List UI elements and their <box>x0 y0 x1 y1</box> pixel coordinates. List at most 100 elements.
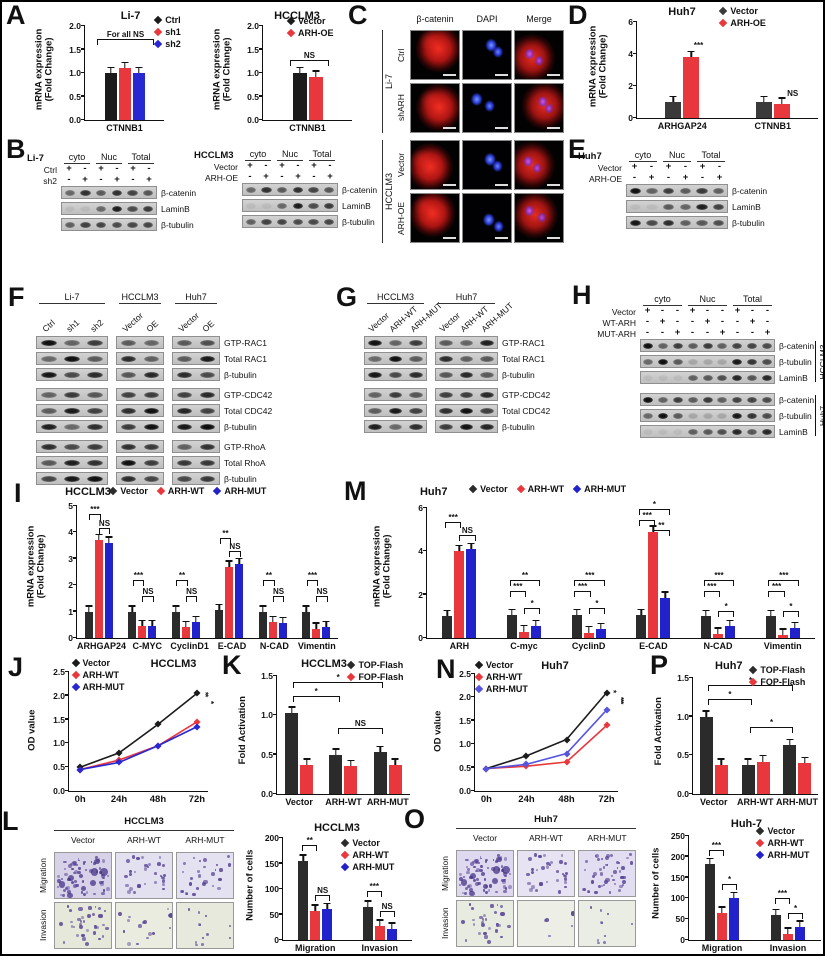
stained-cell <box>473 865 476 869</box>
chart-title: Huh7 <box>419 486 448 498</box>
stained-cell <box>464 858 468 862</box>
stained-cell <box>504 857 508 861</box>
band <box>120 475 137 482</box>
scale-bar <box>495 127 508 129</box>
stained-cell <box>529 888 533 892</box>
bar <box>362 906 373 940</box>
y-tick <box>279 938 283 940</box>
band <box>87 391 104 398</box>
sig-label: NS <box>186 586 198 596</box>
band-row: GTP-RAC1 <box>364 336 550 350</box>
sig-bracket: * <box>749 718 794 733</box>
x-category-label: Vimentin <box>763 641 802 651</box>
stained-cell <box>488 927 492 931</box>
stained-cell <box>140 855 144 859</box>
band <box>143 355 160 362</box>
stained-cell <box>545 880 548 884</box>
y-axis-label: Fold Activation <box>652 696 664 766</box>
scale-bar <box>443 237 456 239</box>
y-tick <box>73 504 77 506</box>
stained-cell <box>483 914 486 917</box>
scale-bar <box>443 184 456 186</box>
band <box>746 428 757 435</box>
band <box>245 186 257 193</box>
stained-cell <box>100 882 104 886</box>
bar <box>636 615 647 638</box>
legend: Vector ARH-WT ARH-MUT <box>109 486 266 496</box>
band <box>64 221 76 228</box>
panel-label-k: K <box>222 650 242 680</box>
band <box>717 358 728 365</box>
stained-cell <box>126 941 131 946</box>
stained-cell <box>527 857 532 862</box>
bar <box>128 611 137 638</box>
stained-cell <box>490 904 494 908</box>
band <box>142 205 154 212</box>
band <box>459 355 474 362</box>
transwell-hcclm3: HCCLM3 Vector ARH-WT ARH-MUT Migration Invasi… <box>20 816 236 954</box>
band-row: β-tubulin <box>36 420 272 434</box>
stained-cell <box>507 885 512 890</box>
y-tick <box>689 715 693 717</box>
sig-label: * <box>336 672 340 682</box>
stained-cell <box>583 888 587 891</box>
band-box <box>626 200 728 214</box>
band <box>127 189 138 196</box>
transwell-column-label: ARH-WT <box>127 835 161 845</box>
legend: Vector ARH-WT ARH-MUT <box>468 484 626 495</box>
bar <box>771 915 781 940</box>
band-row: β-tubulin <box>590 409 814 423</box>
bar <box>531 626 541 638</box>
y-tick-label: 2.0 <box>53 690 65 701</box>
y-tick <box>81 24 85 26</box>
stained-cell <box>479 856 482 859</box>
band <box>702 358 713 365</box>
x-category-label: CTNNB1 <box>289 123 326 133</box>
stained-cell <box>199 859 202 862</box>
stained-cell <box>459 877 464 882</box>
y-tick <box>423 506 427 508</box>
stained-cell <box>86 929 90 933</box>
stained-cell <box>127 890 131 894</box>
y-tick-label: 50 <box>269 909 279 920</box>
lane-sign: - <box>264 160 268 172</box>
bar <box>329 754 343 794</box>
stained-cell <box>503 878 506 881</box>
stained-cell <box>466 859 469 862</box>
y-tick-label: 1.0 <box>247 68 259 78</box>
band <box>64 459 80 466</box>
sig-bracket: *** <box>774 889 790 905</box>
scale-bar <box>443 127 456 129</box>
stained-cell <box>82 862 86 866</box>
legend-label: Vector <box>485 660 514 670</box>
stained-cell <box>195 944 198 947</box>
band-label: GTP-CDC42 <box>224 389 273 400</box>
stained-cell <box>617 862 620 865</box>
fraction-group-label: cyto <box>643 294 682 307</box>
y-tick <box>65 765 69 768</box>
band-box <box>435 352 498 366</box>
legend-item: ARH-MUT <box>756 850 809 860</box>
band-label: β-tubulin <box>161 219 194 230</box>
stained-cell <box>570 925 573 927</box>
band <box>702 428 713 435</box>
stained-cell <box>229 937 232 940</box>
band-label: LaminB <box>342 200 371 211</box>
bar <box>386 928 397 940</box>
x-category-label: Migration <box>701 943 743 953</box>
stained-cell-clump <box>468 890 475 896</box>
band-label: β-tubulin <box>502 421 535 432</box>
stained-cell <box>64 868 67 871</box>
legend-label: ARH-WT <box>527 484 565 495</box>
sig-bracket: NS <box>142 587 154 602</box>
scale-bar <box>495 237 508 239</box>
band <box>87 443 104 450</box>
bar <box>292 73 307 120</box>
sig-label: *** <box>779 570 789 580</box>
stained-cell <box>128 869 132 874</box>
band <box>732 428 743 435</box>
stained-cell <box>495 890 499 894</box>
sig-bracket: * <box>639 500 670 516</box>
fraction-group-label: Nuc <box>277 149 303 162</box>
band <box>658 342 669 349</box>
